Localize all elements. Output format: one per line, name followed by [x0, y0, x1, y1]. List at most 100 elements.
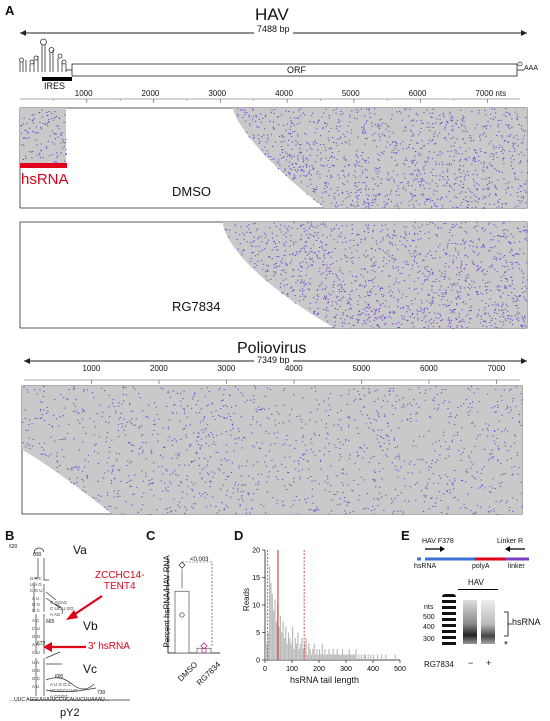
panel-d-xtick: 400 [367, 666, 379, 673]
num-620: 620 [9, 544, 18, 550]
panel-d-bar [294, 638, 296, 660]
polio-tick-label: 2000 [148, 364, 169, 373]
domain-vb: Vb [83, 619, 98, 633]
marker-300: 300 [423, 636, 435, 643]
treatment-label: RG7834 [424, 660, 454, 669]
hav-tick-label: 3000 [208, 89, 227, 98]
seg-hsrna: hsRNA [414, 563, 437, 570]
panel-d-xtick: 200 [313, 666, 325, 673]
polio-tick-label: 5000 [351, 364, 372, 373]
panel-d-bar [296, 643, 298, 660]
zcchc14-line1: ZCCHC14- [95, 570, 145, 581]
hsrna-bracket [504, 611, 512, 637]
panel-d-bar [370, 654, 372, 660]
panel-d-bar [335, 654, 337, 660]
panel-c-point [179, 612, 185, 618]
seg-linker: linker [508, 563, 525, 570]
panel-d-bar [297, 632, 299, 660]
sign-minus: − [468, 658, 474, 668]
svg-text:A A: A A [32, 642, 39, 647]
panel-d-bar [373, 654, 375, 660]
panel-d-bar [310, 654, 313, 660]
polio-tick-label: 3000 [216, 364, 237, 373]
marker-500: 500 [423, 614, 435, 621]
hsrna-label: hsRNA [21, 171, 69, 188]
panel-d-xtick: 300 [340, 666, 352, 673]
panel-d-bar [283, 638, 286, 660]
gel-hsrna-label: hsRNA [512, 617, 541, 627]
svg-text:U G: U G [32, 668, 41, 673]
panel-e-letter: E [401, 528, 410, 543]
svg-text:A U: A U [32, 684, 39, 689]
polio-tick-label: 6000 [418, 364, 439, 373]
sign-plus: + [486, 658, 492, 668]
svg-text:G C: G C [32, 608, 41, 613]
svg-text:A AG: A AG [50, 612, 61, 617]
polio-coverage-track [21, 385, 524, 515]
panel-d-bar [323, 654, 325, 660]
panel-d-bar [273, 610, 275, 660]
svg-text:G C: G C [32, 676, 41, 681]
panel-d-bar [302, 649, 304, 660]
svg-text:C G U: C G U [30, 588, 43, 593]
domain-vc: Vc [83, 662, 98, 676]
seg-polya: polyA [472, 563, 490, 570]
ires-stemloops [19, 38, 67, 72]
panel-d-bar [363, 654, 365, 660]
panel-d-bar [266, 643, 268, 660]
gel-nts: nts [424, 604, 434, 611]
panel-d-bar [339, 654, 341, 660]
panel-d-xtick: 100 [286, 666, 298, 673]
panel-d-bar [306, 654, 308, 660]
polio-tick-label: 7000 [486, 364, 507, 373]
panel-d-bar [343, 654, 345, 660]
zcchc14-label: ZCCHC14- TENT4 [95, 570, 144, 592]
panel-d-bar [354, 654, 356, 660]
panel-d-bar [290, 643, 292, 660]
polio-axis [24, 379, 520, 384]
panel-d-xlabel: hsRNA tail length [290, 675, 360, 685]
panel-d-bar [327, 654, 329, 660]
hsrna-red-bar [20, 163, 67, 168]
hav-rg7834-coverage-track [19, 221, 528, 329]
primer-f-label: HAV F378 [422, 538, 454, 545]
panel-d-bar [336, 649, 338, 660]
panel-d-bar [367, 654, 369, 660]
panel-d-bar [304, 643, 306, 660]
panel-d-bar [377, 654, 379, 660]
hav-tick-label: 2000 [141, 89, 160, 98]
rna-secondary-structure: G A CU A GC G U A UU GG C A CC UG G A AC… [30, 547, 130, 701]
panel-c-letter: C [146, 528, 156, 543]
ladder-bands [442, 594, 456, 648]
svg-text:C U: C U [32, 650, 40, 655]
num-630: 630 [33, 552, 42, 558]
panel-d-bar [337, 654, 340, 660]
num-730: 730 [97, 690, 106, 696]
panel-d-bar [312, 649, 314, 660]
panel-d-bar [300, 643, 302, 660]
panel-d-bar [308, 643, 310, 660]
panel-d-bar [285, 627, 287, 660]
panel-d-ytick: 0 [256, 658, 260, 665]
panel-d-bar [333, 654, 335, 660]
panel-d-bar [350, 654, 352, 660]
hsrna-3prime-label: 3' hsRNA [88, 641, 130, 652]
seq-bottom: ...UUC AGGUUUUUCCUCAUUCUUAAAU... [10, 697, 109, 703]
hav-tick-label: 7000 nts [475, 89, 507, 98]
py2-label: pY2 [60, 707, 80, 719]
panel-d-bar [301, 638, 303, 660]
panel-d-bar [352, 654, 354, 660]
panel-c-bar [174, 590, 190, 654]
gel-asterisk: * [504, 640, 508, 651]
panel-d-bar [332, 649, 334, 660]
svg-text:A C: A C [32, 618, 40, 623]
panel-d-bar [316, 649, 318, 660]
hav-length: 7488 bp [254, 24, 293, 34]
panel-d-bar [348, 649, 350, 660]
panel-d-bar [341, 649, 344, 660]
panel-d-bar [282, 621, 284, 660]
panel-d-bar [320, 654, 322, 660]
hav-tick-label: 4000 [275, 89, 293, 98]
panel-a-letter: A [5, 3, 15, 18]
